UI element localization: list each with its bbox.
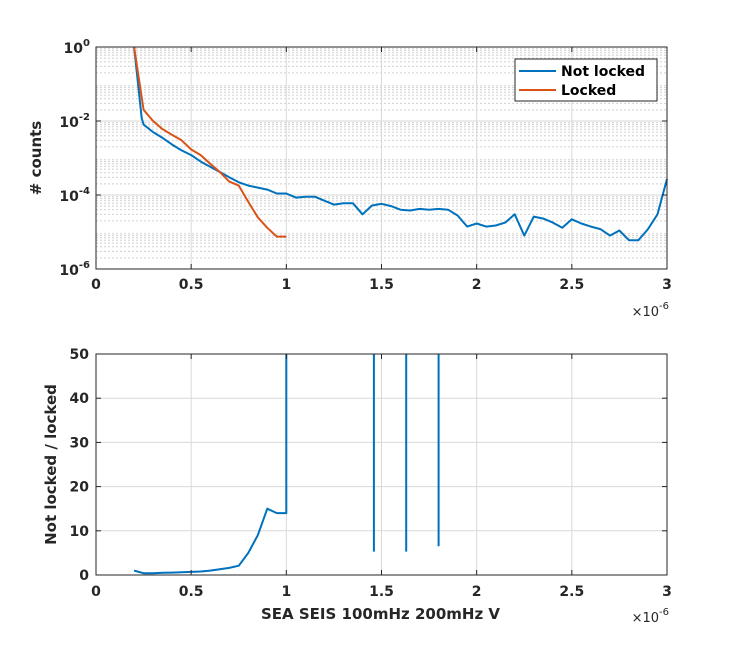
bottom-x-tick-label: 0 bbox=[91, 584, 101, 600]
bottom-y-tick-label: 30 bbox=[70, 435, 90, 451]
top-y-tick-label-exp: 0 bbox=[83, 38, 90, 49]
top-y-axis-label: # counts bbox=[27, 121, 45, 196]
top-x-tick-label: 3 bbox=[662, 277, 672, 293]
legend: Not locked Locked bbox=[514, 58, 658, 102]
bottom-y-tick-label: 40 bbox=[70, 391, 90, 407]
top-y-tick-label: 10-6 bbox=[59, 260, 90, 279]
bottom-y-tick-label: 20 bbox=[70, 480, 90, 496]
top-x-tick-label: 0 bbox=[91, 277, 101, 293]
bottom-x-multiplier-exp: -6 bbox=[659, 607, 669, 618]
top-series-line-locked bbox=[133, 46, 287, 238]
top-y-tick-label-base: 10 bbox=[64, 41, 84, 57]
bottom-x-axis-label: SEA SEIS 100mHz 200mHz V bbox=[261, 605, 500, 623]
bottom-y-tick-label: 50 bbox=[70, 347, 90, 363]
bottom-y-axis-label: Not locked / locked bbox=[42, 384, 60, 545]
top-x-tick-label: 1.5 bbox=[369, 277, 394, 293]
top-y-tick-label-base: 10 bbox=[59, 189, 79, 205]
bottom-y-tick-label: 10 bbox=[70, 524, 90, 540]
top-x-multiplier: ×10-6 bbox=[632, 301, 669, 320]
top-y-tick-label-base: 10 bbox=[59, 263, 79, 279]
top-x-tick-label: 2 bbox=[472, 277, 482, 293]
top-x-multiplier-exp: -6 bbox=[659, 301, 669, 312]
top-x-tick-label: 1 bbox=[281, 277, 291, 293]
bottom-x-tick-label: 0.5 bbox=[179, 584, 204, 600]
bottom-x-tick-label: 2.5 bbox=[559, 584, 584, 600]
top-y-tick-label-exp: -2 bbox=[79, 112, 90, 123]
top-x-multiplier-base: ×10 bbox=[632, 305, 659, 320]
bottom-x-tick-label: 3 bbox=[662, 584, 672, 600]
top-y-tick-label-base: 10 bbox=[59, 115, 79, 131]
top-y-tick-label-exp: -6 bbox=[79, 260, 90, 271]
top-y-tick-label-exp: -4 bbox=[79, 186, 90, 197]
legend-label-locked: Locked bbox=[561, 83, 616, 99]
top-y-tick-label: 10-4 bbox=[59, 186, 90, 205]
bottom-x-tick-label: 2 bbox=[472, 584, 482, 600]
top-axes: 0 0.5 1 1.5 2 2.5 3 # counts Not locked Locked bbox=[27, 46, 672, 293]
bottom-x-tick-label: 1.5 bbox=[369, 584, 394, 600]
legend-box bbox=[514, 58, 658, 102]
bottom-x-tick-label: 1 bbox=[281, 584, 291, 600]
top-y-tick-label: 100 bbox=[64, 38, 90, 57]
bottom-x-multiplier: ×10-6 bbox=[632, 607, 669, 626]
top-series-line-not-locked bbox=[133, 46, 668, 242]
top-x-tick-label: 0.5 bbox=[179, 277, 204, 293]
bottom-series-segment bbox=[133, 354, 288, 575]
bottom-y-tick-label: 0 bbox=[79, 568, 89, 584]
top-y-tick-label: 10-2 bbox=[59, 112, 90, 131]
bottom-x-multiplier-base: ×10 bbox=[632, 611, 659, 626]
legend-label-not-locked: Not locked bbox=[561, 64, 645, 80]
top-x-tick-label: 2.5 bbox=[559, 277, 584, 293]
